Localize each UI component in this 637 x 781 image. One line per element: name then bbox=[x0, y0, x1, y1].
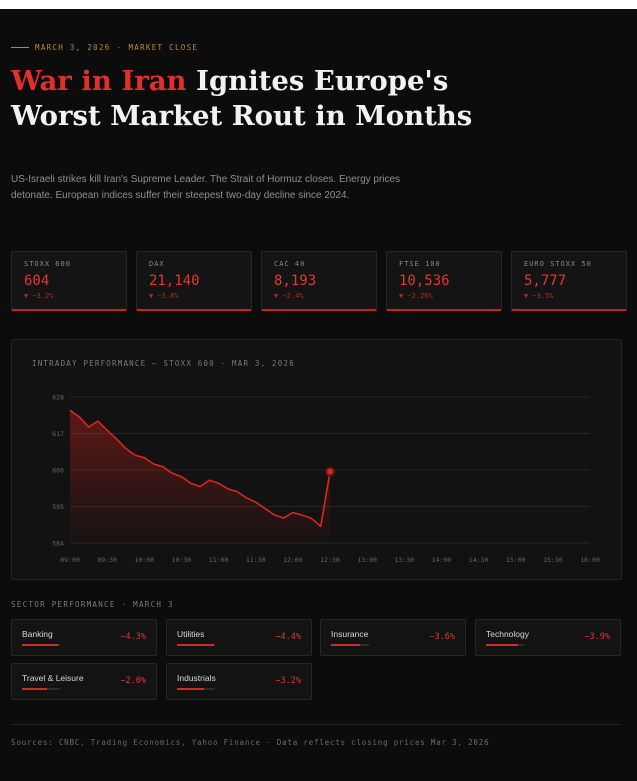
sector-card-utilities[interactable]: Utilities −4.4% bbox=[166, 619, 312, 656]
index-value: 8,193 bbox=[274, 273, 317, 289]
sector-name: Technology bbox=[486, 629, 530, 639]
sector-bar-track bbox=[22, 688, 60, 690]
x-tick-label: 15:00 bbox=[506, 556, 526, 564]
index-name: FTSE 100 bbox=[399, 260, 441, 268]
sector-card-insurance[interactable]: Insurance −3.6% bbox=[320, 619, 466, 656]
sector-name: Insurance bbox=[331, 629, 369, 639]
x-tick-label: 15:30 bbox=[543, 556, 563, 564]
x-tick-label: 11:30 bbox=[246, 556, 266, 564]
x-tick-label: 13:30 bbox=[394, 556, 414, 564]
sector-bar-fill bbox=[486, 644, 519, 646]
x-tick-label: 10:00 bbox=[134, 556, 154, 564]
sector-change: −3.6% bbox=[429, 632, 455, 642]
index-change: ▼ −3.8% bbox=[149, 292, 179, 300]
index-card-ftse100[interactable]: FTSE 100 10,536 ▼ −2.26% bbox=[386, 251, 502, 311]
index-name: STOXX 600 bbox=[24, 260, 71, 268]
y-tick-label: 606 bbox=[52, 467, 64, 475]
index-value: 5,777 bbox=[524, 273, 567, 289]
x-tick-label: 10:30 bbox=[172, 556, 192, 564]
index-cards: STOXX 600 604 ▼ −3.2% DAX 21,140 ▼ −3.8%… bbox=[11, 251, 627, 311]
index-name: DAX bbox=[149, 260, 165, 268]
lede: US-Israeli strikes kill Iran's Supreme L… bbox=[11, 174, 401, 201]
index-change: ▼ −2.26% bbox=[399, 292, 433, 300]
kicker-rule bbox=[11, 47, 29, 48]
sector-card-technology[interactable]: Technology −3.9% bbox=[475, 619, 621, 656]
sector-bar-track bbox=[177, 644, 215, 646]
sector-change: −4.3% bbox=[120, 632, 146, 642]
sector-bar-track bbox=[22, 644, 60, 646]
sector-change: −3.2% bbox=[275, 676, 301, 686]
index-value: 604 bbox=[24, 273, 50, 289]
top-bar bbox=[0, 0, 637, 9]
sector-change: −2.0% bbox=[120, 676, 146, 686]
y-tick-label: 595 bbox=[52, 503, 64, 511]
sector-card-banking[interactable]: Banking −4.3% bbox=[11, 619, 157, 656]
x-tick-label: 11:00 bbox=[209, 556, 229, 564]
sector-name: Banking bbox=[22, 629, 53, 639]
series-line bbox=[69, 409, 331, 528]
sector-bar-fill bbox=[177, 644, 214, 646]
index-card-dax[interactable]: DAX 21,140 ▼ −3.8% bbox=[136, 251, 252, 311]
x-tick-label: 13:00 bbox=[357, 556, 377, 564]
y-tick-label: 628 bbox=[52, 394, 64, 402]
y-tick-label: 617 bbox=[52, 430, 64, 438]
sector-bar-fill bbox=[177, 688, 204, 690]
kicker-separator: · bbox=[116, 43, 123, 52]
index-value: 10,536 bbox=[399, 273, 450, 289]
x-tick-label: 09:00 bbox=[60, 556, 80, 564]
chart-title: INTRADAY PERFORMANCE — STOXX 600 · MAR 3… bbox=[32, 359, 295, 368]
index-name: CAC 40 bbox=[274, 260, 306, 268]
series-end-point bbox=[325, 466, 335, 477]
index-value: 21,140 bbox=[149, 273, 200, 289]
sector-bar-track bbox=[177, 688, 215, 690]
sector-name: Utilities bbox=[177, 629, 205, 639]
series-area bbox=[70, 410, 330, 543]
x-tick-label: 12:00 bbox=[283, 556, 303, 564]
headline: War in Iran Ignites Europe's Worst Marke… bbox=[11, 64, 491, 133]
sector-name: Travel & Leisure bbox=[22, 673, 84, 683]
footer-sources: Sources: CNBC, Trading Economics, Yahoo … bbox=[11, 738, 490, 747]
sector-card-travel-leisure[interactable]: Travel & Leisure −2.0% bbox=[11, 663, 157, 700]
x-tick-label: 09:30 bbox=[97, 556, 117, 564]
index-change: ▼ −2.4% bbox=[274, 292, 304, 300]
sector-bar-fill bbox=[22, 688, 47, 690]
sector-bar-fill bbox=[331, 644, 360, 646]
sector-change: −3.9% bbox=[584, 632, 610, 642]
x-tick-label: 14:30 bbox=[469, 556, 489, 564]
x-tick-label: 12:30 bbox=[320, 556, 340, 564]
index-card-cac40[interactable]: CAC 40 8,193 ▼ −2.4% bbox=[261, 251, 377, 311]
x-tick-label: 14:00 bbox=[432, 556, 452, 564]
index-change: ▼ −3.5% bbox=[524, 292, 554, 300]
kicker: MARCH 3, 2026 · MARKET CLOSE bbox=[11, 43, 198, 52]
headline-highlight: War in Iran bbox=[11, 65, 187, 97]
footer-divider bbox=[11, 724, 622, 725]
sector-bar-track bbox=[486, 644, 524, 646]
sector-card-industrials[interactable]: Industrials −3.2% bbox=[166, 663, 312, 700]
intraday-chart-card: INTRADAY PERFORMANCE — STOXX 600 · MAR 3… bbox=[11, 339, 622, 580]
sector-bar-fill bbox=[22, 644, 59, 646]
sector-bar-track bbox=[331, 644, 369, 646]
sector-name: Industrials bbox=[177, 673, 216, 683]
index-card-stoxx600[interactable]: STOXX 600 604 ▼ −3.2% bbox=[11, 251, 127, 311]
index-card-eurostoxx50[interactable]: EURO STOXX 50 5,777 ▼ −3.5% bbox=[511, 251, 627, 311]
sector-heading: SECTOR PERFORMANCE · MARCH 3 bbox=[11, 600, 174, 609]
y-tick-label: 584 bbox=[52, 540, 64, 548]
intraday-chart: 628 617 606 595 584 09:00 09:30 10:00 10:30 11:00… bbox=[52, 394, 600, 565]
index-change: ▼ −3.2% bbox=[24, 292, 54, 300]
sector-change: −4.4% bbox=[275, 632, 301, 642]
headline-rest: Ignites Europe's Worst Market Rout in Mo… bbox=[11, 65, 473, 132]
kicker-label: MARKET CLOSE bbox=[128, 43, 199, 52]
kicker-date: MARCH 3, 2026 bbox=[35, 43, 111, 52]
x-tick-label: 16:00 bbox=[580, 556, 600, 564]
index-name: EURO STOXX 50 bbox=[524, 260, 592, 268]
